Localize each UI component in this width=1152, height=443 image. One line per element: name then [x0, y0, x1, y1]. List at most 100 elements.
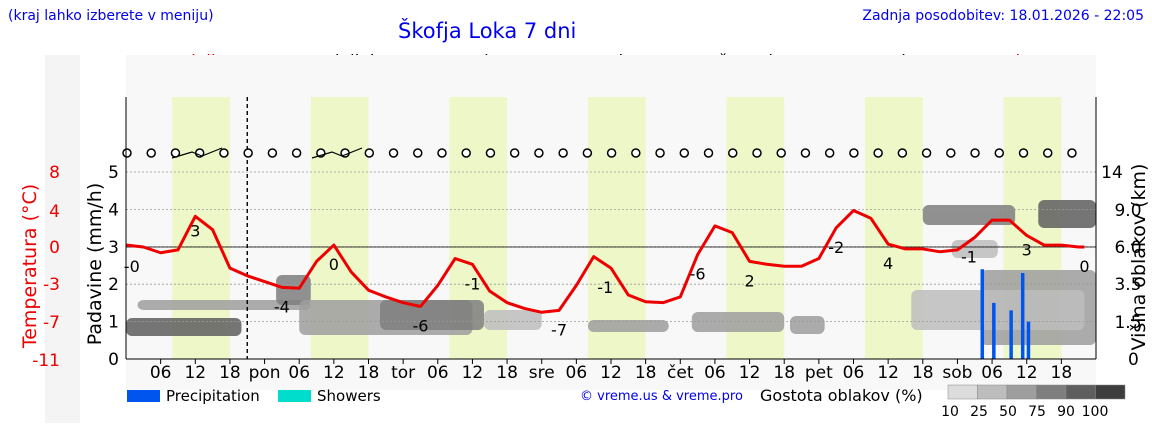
- x-tick-label: 12: [323, 363, 345, 383]
- density-scale-swatch: [1006, 384, 1037, 400]
- x-tick-label: 06: [427, 363, 449, 383]
- x-tick-label: 18: [496, 363, 518, 383]
- cloud-cover-area: [911, 290, 1085, 330]
- temperature-label: 3: [1022, 240, 1032, 259]
- temperature-label: -4: [274, 297, 290, 316]
- wind-calm-marker: [606, 148, 617, 158]
- wind-calm-marker: [994, 148, 1005, 158]
- x-tick-label: 06: [704, 363, 726, 383]
- x-tick-label: 06: [150, 363, 172, 383]
- cloud-cover-area: [483, 310, 542, 330]
- cloud-density-label: Gostota oblakov (%): [760, 386, 923, 405]
- wind-calm-marker: [679, 148, 690, 158]
- density-scale-tick: 75: [1028, 404, 1046, 420]
- x-tick-label: 18: [912, 363, 934, 383]
- density-scale-tick: 10: [941, 404, 959, 420]
- temperature-label: -6: [690, 265, 706, 284]
- x-tick-label: 12: [877, 363, 899, 383]
- x-tick-label: 18: [1051, 363, 1073, 383]
- temp-axis-title: Temperatura (°C): [19, 184, 41, 349]
- cloud-cover-area: [137, 300, 311, 310]
- x-tick-label: 06: [843, 363, 865, 383]
- wind-calm-marker: [921, 148, 932, 158]
- cloud-height-tick-label: 1.5: [1114, 313, 1141, 333]
- precip-tick-label: 5: [108, 163, 119, 183]
- cloud-height-tick-label: 14: [1101, 163, 1123, 183]
- density-scale-swatch: [1065, 384, 1096, 400]
- temperature-label: -0: [124, 257, 140, 276]
- precipitation-bar: [980, 269, 985, 359]
- wind-calm-marker: [752, 148, 762, 158]
- cloud-cover-area: [380, 300, 484, 330]
- precipitation-bar: [1020, 272, 1025, 359]
- wind-calm-marker: [824, 148, 835, 158]
- cloud-cover-area: [922, 205, 1016, 225]
- density-scale-tick: 25: [970, 404, 988, 420]
- wind-calm-marker: [122, 148, 132, 158]
- precip-axis-title: Padavine (mm/h): [84, 183, 106, 346]
- density-scale-swatch: [1036, 384, 1067, 400]
- temp-tick-label: 0: [49, 238, 60, 258]
- daytime-band: [587, 97, 646, 359]
- temp-tick-label: -3: [43, 275, 60, 295]
- credit-link[interactable]: © vreme.us & vreme.pro: [580, 389, 743, 404]
- precip-tick-label: 1: [108, 313, 119, 333]
- wind-calm-marker: [364, 148, 375, 158]
- wind-barb: [171, 147, 223, 159]
- wind-calm-marker: [897, 148, 908, 158]
- wind-calm-marker: [485, 148, 496, 158]
- wind-calm-marker: [631, 148, 641, 158]
- cloud-height-axis-title: Višina oblakov (km): [1128, 164, 1150, 351]
- temperature-label: 3: [190, 221, 200, 240]
- wind-calm-marker: [267, 148, 278, 158]
- precip-tick-label: 3: [108, 238, 119, 258]
- x-tick-label: sre: [529, 363, 555, 383]
- x-tick-label: 12: [739, 363, 761, 383]
- wind-calm-marker: [243, 148, 253, 158]
- x-tick-label: 06: [288, 363, 310, 383]
- wind-calm-marker: [1018, 148, 1029, 158]
- temp-tick-label: -7: [43, 313, 60, 333]
- cloud-height-tick-label: 9.0: [1114, 201, 1141, 221]
- wind-calm-marker: [800, 148, 811, 158]
- temperature-label: -6: [412, 317, 428, 336]
- x-tick-label: pet: [805, 363, 833, 383]
- cloud-height-tick-label: 6.0: [1114, 238, 1141, 258]
- temperature-label: 4: [883, 254, 893, 273]
- precipitation-bar: [992, 302, 996, 359]
- cloud-height-tick-label: 3.5: [1114, 275, 1141, 295]
- x-tick-label: 12: [1016, 363, 1038, 383]
- wind-calm-marker: [1067, 148, 1077, 158]
- precip-tick-label: 0: [108, 350, 119, 370]
- wind-calm-marker: [291, 148, 302, 158]
- wind-calm-marker: [728, 148, 738, 158]
- wind-calm-marker: [873, 148, 883, 158]
- x-tick-label: sob: [942, 363, 972, 383]
- daytime-band: [172, 97, 230, 359]
- wind-calm-marker: [558, 148, 568, 158]
- wind-barb: [311, 147, 363, 159]
- density-scale-swatch: [977, 384, 1008, 400]
- cloud-cover-area: [587, 320, 669, 332]
- density-scale-tick: 90: [1057, 404, 1075, 420]
- wind-calm-marker: [219, 148, 229, 158]
- x-tick-label: pon: [249, 363, 281, 383]
- cloud-height-tick-label: 0: [1128, 350, 1139, 370]
- x-tick-label: tor: [391, 363, 415, 383]
- x-tick-label: 12: [462, 363, 484, 383]
- wind-calm-marker: [776, 148, 786, 158]
- region-hint: (kraj lahko izberete v meniju): [8, 8, 214, 24]
- temp-tick-label: 8: [49, 163, 60, 183]
- density-scale-swatch: [947, 384, 978, 400]
- density-scale-swatch: [1095, 384, 1126, 400]
- density-scale-tick: 100: [1082, 404, 1109, 420]
- wind-calm-marker: [1042, 148, 1053, 158]
- wind-calm-marker: [703, 148, 714, 158]
- legend-precipitation-label: Precipitation: [166, 387, 260, 405]
- temperature-label: 0: [1079, 257, 1089, 276]
- temperature-line: [125, 209, 1085, 314]
- x-tick-label: 18: [358, 363, 380, 383]
- wind-calm-marker: [849, 148, 859, 158]
- precipitation-bar: [1009, 310, 1013, 359]
- temperature-label: -1: [464, 274, 480, 293]
